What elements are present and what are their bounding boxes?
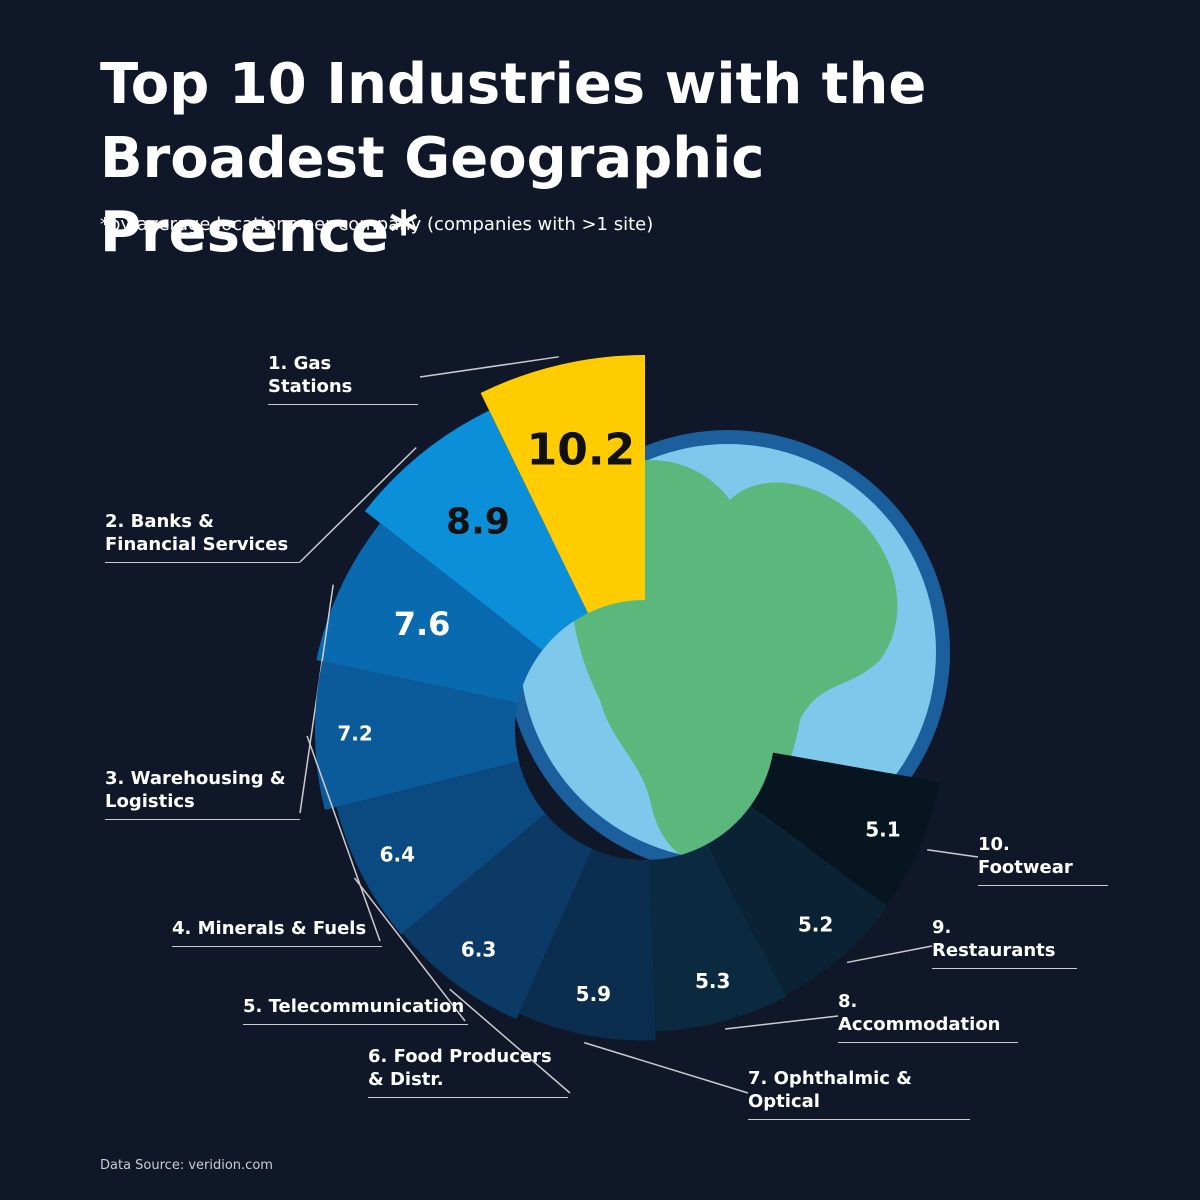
leader-line: [353, 877, 466, 1022]
leader-line: [584, 1041, 749, 1094]
chart-subtitle: *by average locations per company (compa…: [100, 214, 654, 235]
leader-line: [846, 945, 933, 964]
value-label: 5.9: [576, 982, 611, 1006]
wedge: [480, 355, 645, 614]
category-label: 2. Banks & Financial Services: [105, 510, 300, 563]
data-source: Data Source: veridion.com: [100, 1158, 273, 1173]
value-label: 6.4: [380, 843, 415, 867]
wedge: [750, 752, 939, 906]
leader-line: [306, 735, 381, 942]
wedge: [336, 761, 546, 935]
value-label: 8.9: [446, 502, 510, 543]
value-label: 6.3: [461, 937, 496, 961]
category-label: 4. Minerals & Fuels: [172, 917, 382, 947]
value-label: 5.1: [865, 818, 900, 842]
wedge: [706, 806, 888, 995]
value-label: 7.2: [337, 722, 372, 746]
chart-title: Top 10 Industries with the Broadest Geog…: [100, 52, 927, 265]
value-label: 7.6: [394, 605, 451, 643]
category-label: 7. Ophthalmic & Optical: [748, 1067, 970, 1120]
wedge: [649, 844, 787, 1032]
category-label: 10. Footwear: [978, 833, 1108, 886]
leader-line: [927, 849, 979, 858]
category-label: 6. Food Producers & Distr.: [368, 1045, 568, 1098]
value-label: 10.2: [527, 424, 636, 475]
value-label: 5.3: [695, 969, 730, 993]
category-label: 3. Warehousing & Logistics: [105, 767, 300, 820]
category-label: 1. Gas Stations: [268, 352, 418, 405]
leader-line: [449, 988, 571, 1094]
leader-line: [299, 446, 417, 563]
category-label: 5. Telecommunication: [243, 995, 468, 1025]
wedge: [316, 523, 543, 703]
leader-line: [419, 356, 559, 378]
leader-line: [725, 1015, 839, 1030]
value-label: 5.2: [798, 913, 833, 937]
category-label: 9. Restaurants: [932, 916, 1077, 969]
wedge: [518, 848, 656, 1041]
wedge: [402, 813, 593, 1020]
wedge: [364, 410, 589, 650]
wedge: [315, 661, 519, 810]
category-label: 8. Accommodation: [838, 990, 1018, 1043]
